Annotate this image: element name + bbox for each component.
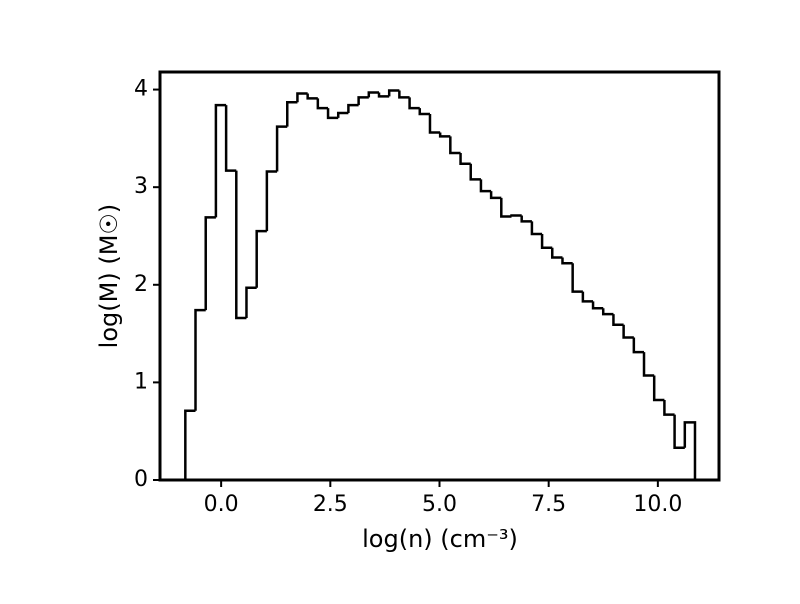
y-tick-label: 1	[134, 369, 148, 394]
histogram-step	[214, 103, 227, 218]
y-tick-label: 3	[134, 174, 148, 199]
histogram-step	[184, 409, 196, 480]
histogram-step	[581, 291, 594, 303]
histogram-step	[683, 421, 697, 480]
histogram-step	[306, 93, 318, 100]
histogram-step	[204, 216, 216, 311]
y-tick-label: 2	[134, 272, 148, 297]
histogram-step	[255, 229, 267, 288]
histogram-step	[652, 375, 665, 402]
histogram-step	[428, 113, 441, 134]
histogram-step	[673, 414, 685, 450]
plot-frame	[158, 70, 721, 482]
histogram-step	[459, 153, 471, 166]
x-tick-label: 5.0	[422, 492, 457, 517]
x-tick-label: 7.5	[531, 492, 566, 517]
histogram-step	[479, 179, 492, 193]
histogram-step	[601, 308, 614, 316]
histogram-step	[224, 105, 237, 172]
histogram-step	[387, 89, 400, 97]
histogram-step	[296, 92, 308, 103]
histogram-step	[663, 399, 675, 416]
histogram-step	[642, 352, 655, 377]
histogram-step	[286, 101, 298, 127]
x-tick-label: 2.5	[313, 492, 348, 517]
histogram-step	[540, 234, 553, 249]
histogram-step	[500, 197, 512, 218]
histogram-step	[265, 170, 278, 232]
histogram-step	[612, 314, 624, 327]
histogram-step	[469, 163, 481, 181]
histogram-step	[632, 337, 645, 354]
histogram-step	[418, 108, 430, 116]
x-axis-label: log(n) (cm⁻³)	[362, 525, 518, 553]
histogram-step	[398, 90, 410, 99]
x-tick-label: 0.0	[204, 492, 239, 517]
histogram-step	[377, 92, 390, 98]
histogram-step	[561, 257, 573, 265]
histogram-step	[408, 97, 420, 110]
histogram-step	[591, 301, 604, 310]
x-tick-label: 10.0	[633, 492, 682, 517]
histogram-step	[245, 286, 257, 318]
histogram-step	[622, 324, 634, 339]
histogram-step	[316, 98, 329, 110]
y-tick-label: 0	[134, 467, 148, 492]
histogram-step	[510, 214, 522, 217]
histogram-step	[489, 191, 502, 200]
histogram-step	[326, 108, 339, 120]
histogram-step	[438, 132, 451, 138]
histogram-step	[194, 308, 206, 411]
histogram-step	[235, 170, 247, 320]
histogram-step	[336, 111, 349, 118]
histogram-step	[357, 96, 369, 106]
histogram-step	[347, 103, 359, 113]
histogram-step	[449, 136, 461, 155]
histogram-step	[551, 247, 563, 259]
y-tick-label: 4	[134, 77, 148, 102]
y-axis-label: log(M) (M☉)	[95, 204, 123, 349]
histogram-step	[520, 215, 532, 223]
histogram-step	[367, 91, 380, 98]
histogram-step	[530, 221, 543, 236]
histogram-step	[571, 263, 583, 293]
histogram-step	[275, 125, 288, 172]
